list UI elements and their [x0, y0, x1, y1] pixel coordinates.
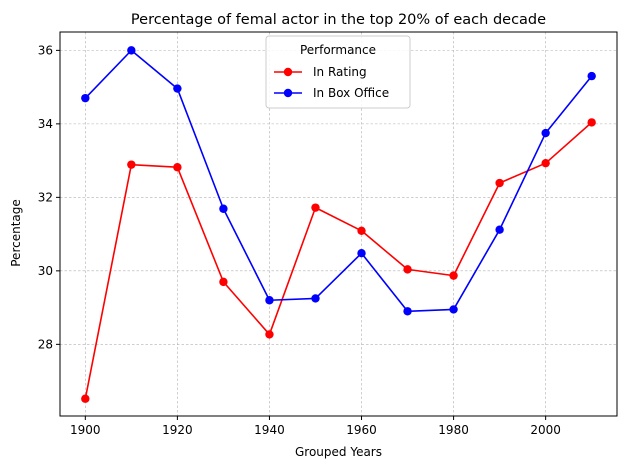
plot-frame: [59, 31, 618, 417]
x-axis-title: Grouped Years: [295, 445, 382, 459]
data-point: [219, 277, 228, 287]
x-axis: 1900 1920 1940 1960 1980 2000: [70, 416, 561, 437]
data-point: [81, 394, 90, 403]
data-point: [357, 226, 366, 235]
legend-box: [265, 35, 411, 109]
y-tick-label: 34: [38, 117, 53, 131]
y-axis: 28 30 32 34 36: [38, 43, 60, 351]
series-line: [84, 121, 593, 399]
data-point: [587, 71, 596, 81]
series-line: [84, 49, 593, 313]
data-point: [265, 330, 274, 339]
data-point: [219, 204, 228, 213]
data-point: [403, 307, 412, 316]
legend-items: In Rating In Box Office: [274, 65, 389, 100]
y-tick-label: 30: [38, 264, 53, 278]
series-in-rating: [81, 118, 596, 403]
x-tick-label: 1980: [438, 423, 469, 437]
data-point: [127, 46, 136, 55]
x-tick-label: 1940: [254, 423, 285, 437]
legend-label: In Rating: [313, 65, 367, 79]
data-point: [265, 296, 274, 305]
series-in-box-office: [81, 46, 596, 316]
data-point: [81, 93, 90, 103]
y-tick-label: 28: [38, 337, 53, 351]
legend-label: In Box Office: [313, 86, 389, 100]
legend-title: Performance: [300, 43, 376, 57]
chart-title: Percentage of femal actor in the top 20%…: [131, 12, 546, 28]
data-point: [449, 271, 458, 280]
y-tick-label: 36: [38, 43, 53, 57]
data-point: [495, 225, 504, 234]
series-layer: [81, 46, 596, 403]
legend: Performance In Rating In Box Office: [265, 35, 411, 109]
data-point: [449, 305, 458, 314]
data-point: [541, 128, 550, 138]
x-tick-label: 2000: [530, 423, 561, 437]
data-point: [173, 84, 182, 93]
data-point: [403, 265, 412, 274]
y-tick-label: 32: [38, 190, 53, 204]
legend-marker: [283, 67, 293, 77]
data-point: [495, 178, 504, 188]
y-axis-title: Percentage: [9, 199, 23, 267]
data-point: [311, 294, 320, 303]
x-tick-label: 1960: [346, 423, 377, 437]
data-point: [127, 160, 136, 169]
data-point: [311, 203, 320, 212]
x-tick-label: 1900: [70, 423, 101, 437]
data-point: [357, 249, 366, 258]
x-tick-label: 1920: [162, 423, 193, 437]
legend-marker: [283, 88, 293, 98]
data-point: [541, 158, 550, 168]
data-point: [173, 163, 182, 172]
data-point: [587, 118, 596, 127]
